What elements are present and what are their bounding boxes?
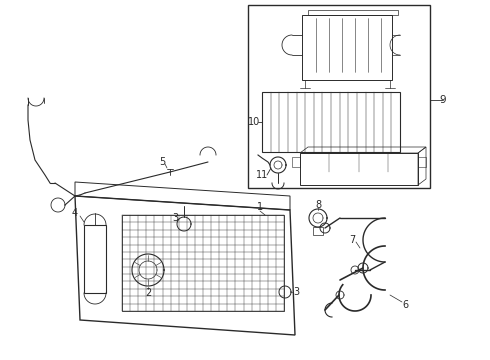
Text: 9: 9 xyxy=(440,95,446,105)
Text: 10: 10 xyxy=(248,117,260,127)
Bar xyxy=(262,92,400,152)
Text: 2: 2 xyxy=(145,288,151,298)
Bar xyxy=(122,215,284,311)
Text: 3: 3 xyxy=(293,287,299,297)
Text: 7: 7 xyxy=(349,235,355,245)
Bar xyxy=(300,153,418,185)
Text: 3: 3 xyxy=(172,213,178,223)
Text: 4: 4 xyxy=(72,208,78,218)
Text: 8: 8 xyxy=(315,200,321,210)
Bar xyxy=(292,157,300,167)
Text: 5: 5 xyxy=(159,157,165,167)
Bar xyxy=(313,227,323,235)
Text: 6: 6 xyxy=(402,300,408,310)
Text: 1: 1 xyxy=(257,202,263,212)
Bar xyxy=(248,5,430,188)
Bar xyxy=(84,225,106,293)
Bar xyxy=(418,157,426,167)
Text: 11: 11 xyxy=(256,170,268,180)
